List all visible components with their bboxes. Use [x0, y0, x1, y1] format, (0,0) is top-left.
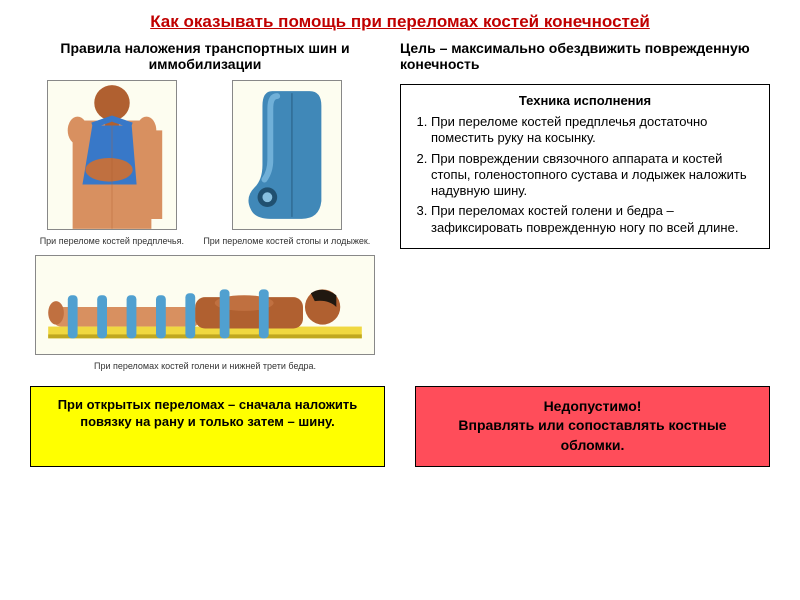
technique-title: Техника исполнения: [411, 93, 759, 108]
bottom-row: При открытых переломах – сначала наложит…: [0, 386, 800, 467]
content-columns: Правила наложения транспортных шин и имм…: [0, 40, 800, 372]
red-box-title: Недопустимо!: [428, 397, 757, 417]
red-warning-box: Недопустимо! Вправлять или сопоставлять …: [415, 386, 770, 467]
illustration-foot: При переломе костей стопы и лодыжек.: [203, 80, 370, 247]
left-column: Правила наложения транспортных шин и имм…: [30, 40, 390, 372]
forearm-sling-icon: [47, 80, 177, 230]
technique-item: При повреждении связочного аппарата и ко…: [431, 151, 759, 200]
technique-item: При переломе костей предплечья достаточн…: [431, 114, 759, 147]
red-box-text: Вправлять или сопоставлять костные облом…: [428, 416, 757, 455]
illustration-leg: При переломах костей голени и нижней тре…: [30, 255, 380, 372]
technique-list: При переломе костей предплечья достаточн…: [411, 114, 759, 236]
left-subtitle: Правила наложения транспортных шин и имм…: [30, 40, 380, 72]
foot-boot-icon: [232, 80, 342, 230]
right-subtitle: Цель – максимально обездвижить поврежден…: [400, 40, 770, 72]
caption-leg: При переломах костей голени и нижней тре…: [30, 362, 380, 372]
caption-foot: При переломе костей стопы и лодыжек.: [203, 237, 370, 247]
caption-forearm: При переломе костей предплечья.: [40, 237, 184, 247]
yellow-warning-box: При открытых переломах – сначала наложит…: [30, 386, 385, 467]
technique-box: Техника исполнения При переломе костей п…: [400, 84, 770, 249]
top-illustrations: При переломе костей предплечья. При пере…: [30, 80, 380, 247]
illustration-forearm: При переломе костей предплечья.: [40, 80, 184, 247]
stretcher-icon: [35, 255, 375, 355]
page-title: Как оказывать помощь при переломах косте…: [0, 0, 800, 40]
right-column: Цель – максимально обездвижить поврежден…: [390, 40, 770, 372]
technique-item: При переломах костей голени и бедра – за…: [431, 203, 759, 236]
